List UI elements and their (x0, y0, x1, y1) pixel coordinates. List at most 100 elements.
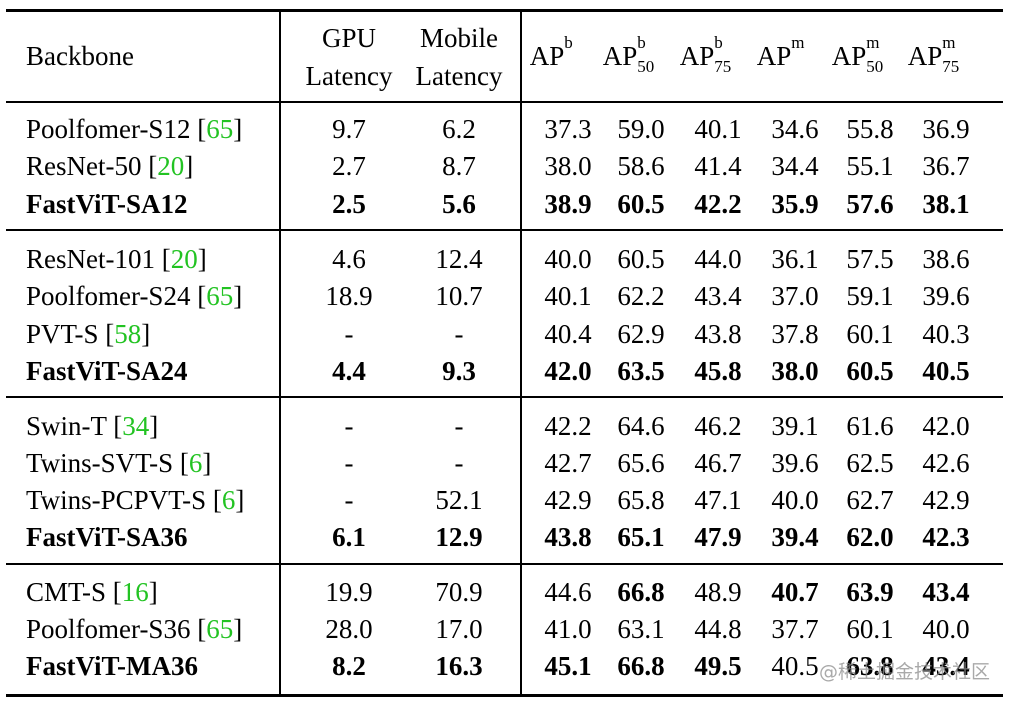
ap-cell: 40.5 (922, 356, 970, 386)
citation-link[interactable]: 34 (122, 411, 150, 441)
ap-cell: 41.4 (694, 151, 742, 181)
ap-cell: 46.7 (694, 448, 742, 478)
header-mobile-line1: Mobile (420, 23, 498, 53)
gpu-latency-cell: - (344, 448, 354, 478)
backbone-name: FastViT-MA36 (26, 650, 198, 682)
ap-cell: 42.9 (544, 485, 592, 515)
ref-bracket: [ (113, 411, 123, 441)
citation-link[interactable]: 65 (206, 614, 234, 644)
ap-cell: 62.7 (846, 485, 894, 515)
ref-bracket: ] (233, 114, 243, 144)
ap-cell: 66.8 (617, 651, 665, 681)
citation-link[interactable]: 65 (206, 281, 234, 311)
ap-cell: 40.3 (922, 319, 970, 349)
header-gpu-line1: GPU (321, 23, 377, 53)
ap-cell: 42.3 (922, 522, 970, 552)
column-divider (279, 11, 281, 694)
citation-link[interactable]: 16 (121, 577, 149, 607)
backbone-name: ResNet-50 [20] (26, 150, 193, 182)
ref-bracket: ] (235, 485, 245, 515)
ap-cell: 48.9 (694, 577, 742, 607)
gpu-latency-cell: - (344, 319, 354, 349)
ap-cell: 41.0 (544, 614, 592, 644)
backbone-name: CMT-S [16] (26, 576, 158, 608)
ap-cell: 45.1 (544, 651, 592, 681)
ap-cell: 60.5 (617, 189, 665, 219)
header-ap-column: AP m (757, 34, 818, 72)
ap-cell: 63.9 (846, 577, 894, 607)
ap-superscript: b (564, 33, 573, 52)
ap-cell: 62.2 (617, 281, 665, 311)
citation-link[interactable]: 65 (206, 114, 234, 144)
ref-bracket: ] (148, 577, 158, 607)
ap-cell: 55.8 (846, 114, 894, 144)
ap-cell: 42.2 (544, 411, 592, 441)
ap-cell: 37.8 (771, 319, 819, 349)
backbone-name: FastViT-SA12 (26, 188, 188, 220)
ap-cell: 42.2 (694, 189, 742, 219)
citation-link[interactable]: 20 (157, 151, 185, 181)
ap-cell: 34.4 (771, 151, 819, 181)
ap-cell: 43.4 (922, 577, 970, 607)
backbone-name: PVT-S [58] (26, 318, 150, 350)
ap-cell: 60.5 (617, 244, 665, 274)
backbone-name: Twins-SVT-S [6] (26, 447, 211, 479)
ap-cell: 59.0 (617, 114, 665, 144)
gpu-latency-cell: 18.9 (325, 281, 373, 311)
ap-cell: 40.4 (544, 319, 592, 349)
backbone-label: Poolfomer-S24 (26, 281, 198, 311)
gpu-latency-cell: 19.9 (325, 577, 373, 607)
backbone-name: FastViT-SA24 (26, 355, 188, 387)
backbone-label: ResNet-101 (26, 244, 162, 274)
header-ap-column: AP m 75 (908, 34, 969, 75)
ref-bracket: ] (202, 448, 212, 478)
mobile-latency-cell: 5.6 (442, 189, 476, 219)
backbone-name: Poolfomer-S12 [65] (26, 113, 242, 145)
backbone-name: ResNet-101 [20] (26, 243, 207, 275)
citation-link[interactable]: 6 (221, 485, 236, 515)
group-rule (6, 229, 1003, 231)
ap-cell: 42.6 (922, 448, 970, 478)
ap-cell: 57.6 (846, 189, 894, 219)
ap-cell: 39.1 (771, 411, 819, 441)
mobile-latency-cell: 8.7 (442, 151, 476, 181)
ap-cell: 38.0 (544, 151, 592, 181)
ap-cell: 62.5 (846, 448, 894, 478)
ap-superscript: m (866, 33, 880, 52)
mobile-latency-cell: - (454, 411, 464, 441)
mobile-latency-cell: 70.9 (435, 577, 483, 607)
ref-bracket: [ (112, 577, 122, 607)
ap-cell: 40.5 (771, 651, 819, 681)
header-backbone: Backbone (26, 41, 134, 71)
citation-link[interactable]: 6 (188, 448, 203, 478)
ap-cell: 38.6 (922, 244, 970, 274)
header-ap-column: AP m 50 (832, 34, 893, 76)
ap-cell: 64.6 (617, 411, 665, 441)
ap-cell: 39.6 (771, 448, 819, 478)
ap-cell: 44.8 (694, 614, 742, 644)
ref-bracket: [ (161, 244, 171, 274)
ap-cell: 66.8 (617, 577, 665, 607)
ap-cell: 38.9 (544, 189, 592, 219)
ap-subscript: 50 (866, 57, 884, 76)
gpu-latency-cell: 6.1 (332, 522, 366, 552)
citation-link[interactable]: 20 (170, 244, 198, 274)
ref-bracket: ] (197, 244, 207, 274)
mobile-latency-cell: 9.3 (442, 356, 476, 386)
ap-cell: 44.0 (694, 244, 742, 274)
ap-subscript: 50 (637, 57, 655, 76)
backbone-name: Poolfomer-S36 [65] (26, 613, 242, 645)
backbone-label: Swin-T (26, 411, 114, 441)
ap-cell: 39.4 (771, 522, 819, 552)
ref-bracket: [ (197, 114, 207, 144)
ref-bracket: ] (141, 319, 151, 349)
ref-bracket: ] (233, 281, 243, 311)
citation-link[interactable]: 58 (114, 319, 142, 349)
ap-cell: 40.0 (922, 614, 970, 644)
gpu-latency-cell: 9.7 (332, 114, 366, 144)
ap-cell: 37.0 (771, 281, 819, 311)
mobile-latency-cell: 12.4 (435, 244, 483, 274)
backbone-label: FastViT-SA36 (26, 522, 188, 552)
ap-cell: 63.5 (617, 356, 665, 386)
gpu-latency-cell: - (344, 411, 354, 441)
